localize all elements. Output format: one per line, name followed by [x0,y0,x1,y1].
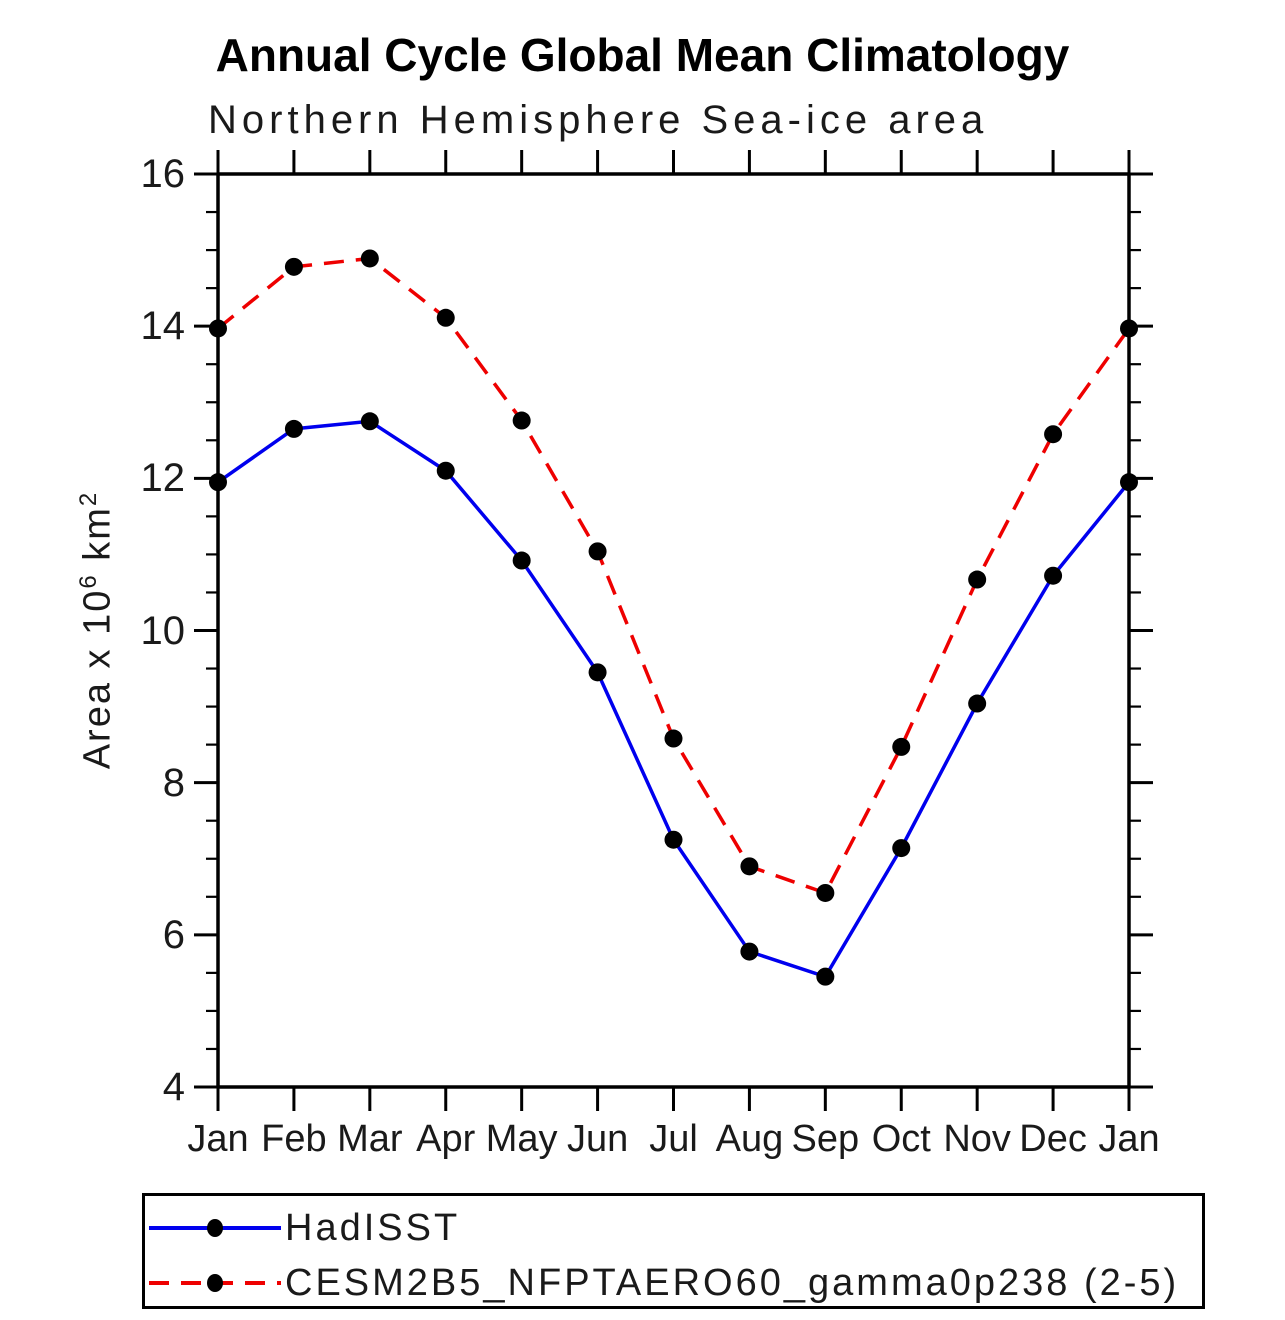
y-tick-label: 8 [162,760,185,805]
data-point-marker [284,419,303,438]
data-point-marker [740,857,759,876]
data-point-marker [512,411,531,430]
chart-title: Annual Cycle Global Mean Climatology [215,29,1070,81]
legend-marker-dot [207,1274,223,1292]
x-tick-label-month: Jun [566,1118,629,1160]
y-tick-label: 6 [162,912,185,957]
data-point-marker [436,308,455,327]
legend-marker-dot [207,1219,223,1237]
data-point-marker [816,967,835,986]
data-point-marker [1120,319,1138,338]
y-tick-label: 14 [140,304,186,349]
data-point-marker [968,570,987,589]
data-point-marker [664,830,683,849]
x-tick-label-month: Oct [871,1118,931,1160]
data-point-marker [1120,473,1138,492]
y-tick-label: 10 [140,608,186,653]
data-point-marker [588,663,607,682]
x-tick-label-month: Feb [261,1118,327,1160]
data-point-marker [664,729,683,748]
legend-label-hadisst: HadISST [285,1207,461,1249]
x-tick-label-month: Aug [715,1118,784,1160]
legend-item-hadisst: HadISST [145,1208,460,1248]
data-point-marker [968,694,987,713]
y-tick-label: 4 [162,1065,185,1109]
legend-item-cesm2b5: CESM2B5_NFPTAERO60_gamma0p238 (2-5) [145,1263,1179,1303]
x-tick-label-month: Dec [1019,1118,1087,1160]
series-line-1 [216,256,1131,896]
data-point-marker [209,319,227,338]
data-point-marker [512,551,531,570]
data-point-marker [816,883,835,902]
data-point-marker [1044,566,1063,585]
series-line-0 [216,419,1131,979]
x-tick-label-month: Sep [791,1118,860,1160]
y-tick-label: 12 [140,456,186,501]
data-point-marker [740,942,759,961]
data-point-marker [360,249,379,268]
legend-label-cesm2b5: CESM2B5_NFPTAERO60_gamma0p238 (2-5) [285,1262,1180,1304]
data-point-marker [436,461,455,480]
x-tick-label-month: Jan [187,1118,249,1160]
x-tick-label-month: Jul [649,1118,698,1160]
data-point-marker [892,737,911,756]
data-point-marker [588,542,607,561]
x-tick-label-month: Apr [416,1118,476,1160]
data-point-marker [1044,425,1063,444]
data-point-marker [360,412,379,431]
data-point-marker [892,839,911,858]
y-tick-label: 16 [140,152,186,196]
legend-sample-solid-line [149,1219,281,1237]
data-point-marker [284,257,303,276]
legend-sample-dashed-line [149,1274,281,1292]
data-point-marker [209,473,227,492]
x-tick-label-month: Jan [1098,1118,1160,1160]
x-tick-label-month: Mar [337,1118,403,1160]
x-tick-label-month: May [485,1118,558,1160]
legend: HadISST CESM2B5_NFPTAERO60_gamma0p238 (2… [142,1193,1205,1309]
x-tick-label-month: Nov [943,1118,1011,1160]
chart-subtitle: Northern Hemisphere Sea-ice area [208,98,989,142]
